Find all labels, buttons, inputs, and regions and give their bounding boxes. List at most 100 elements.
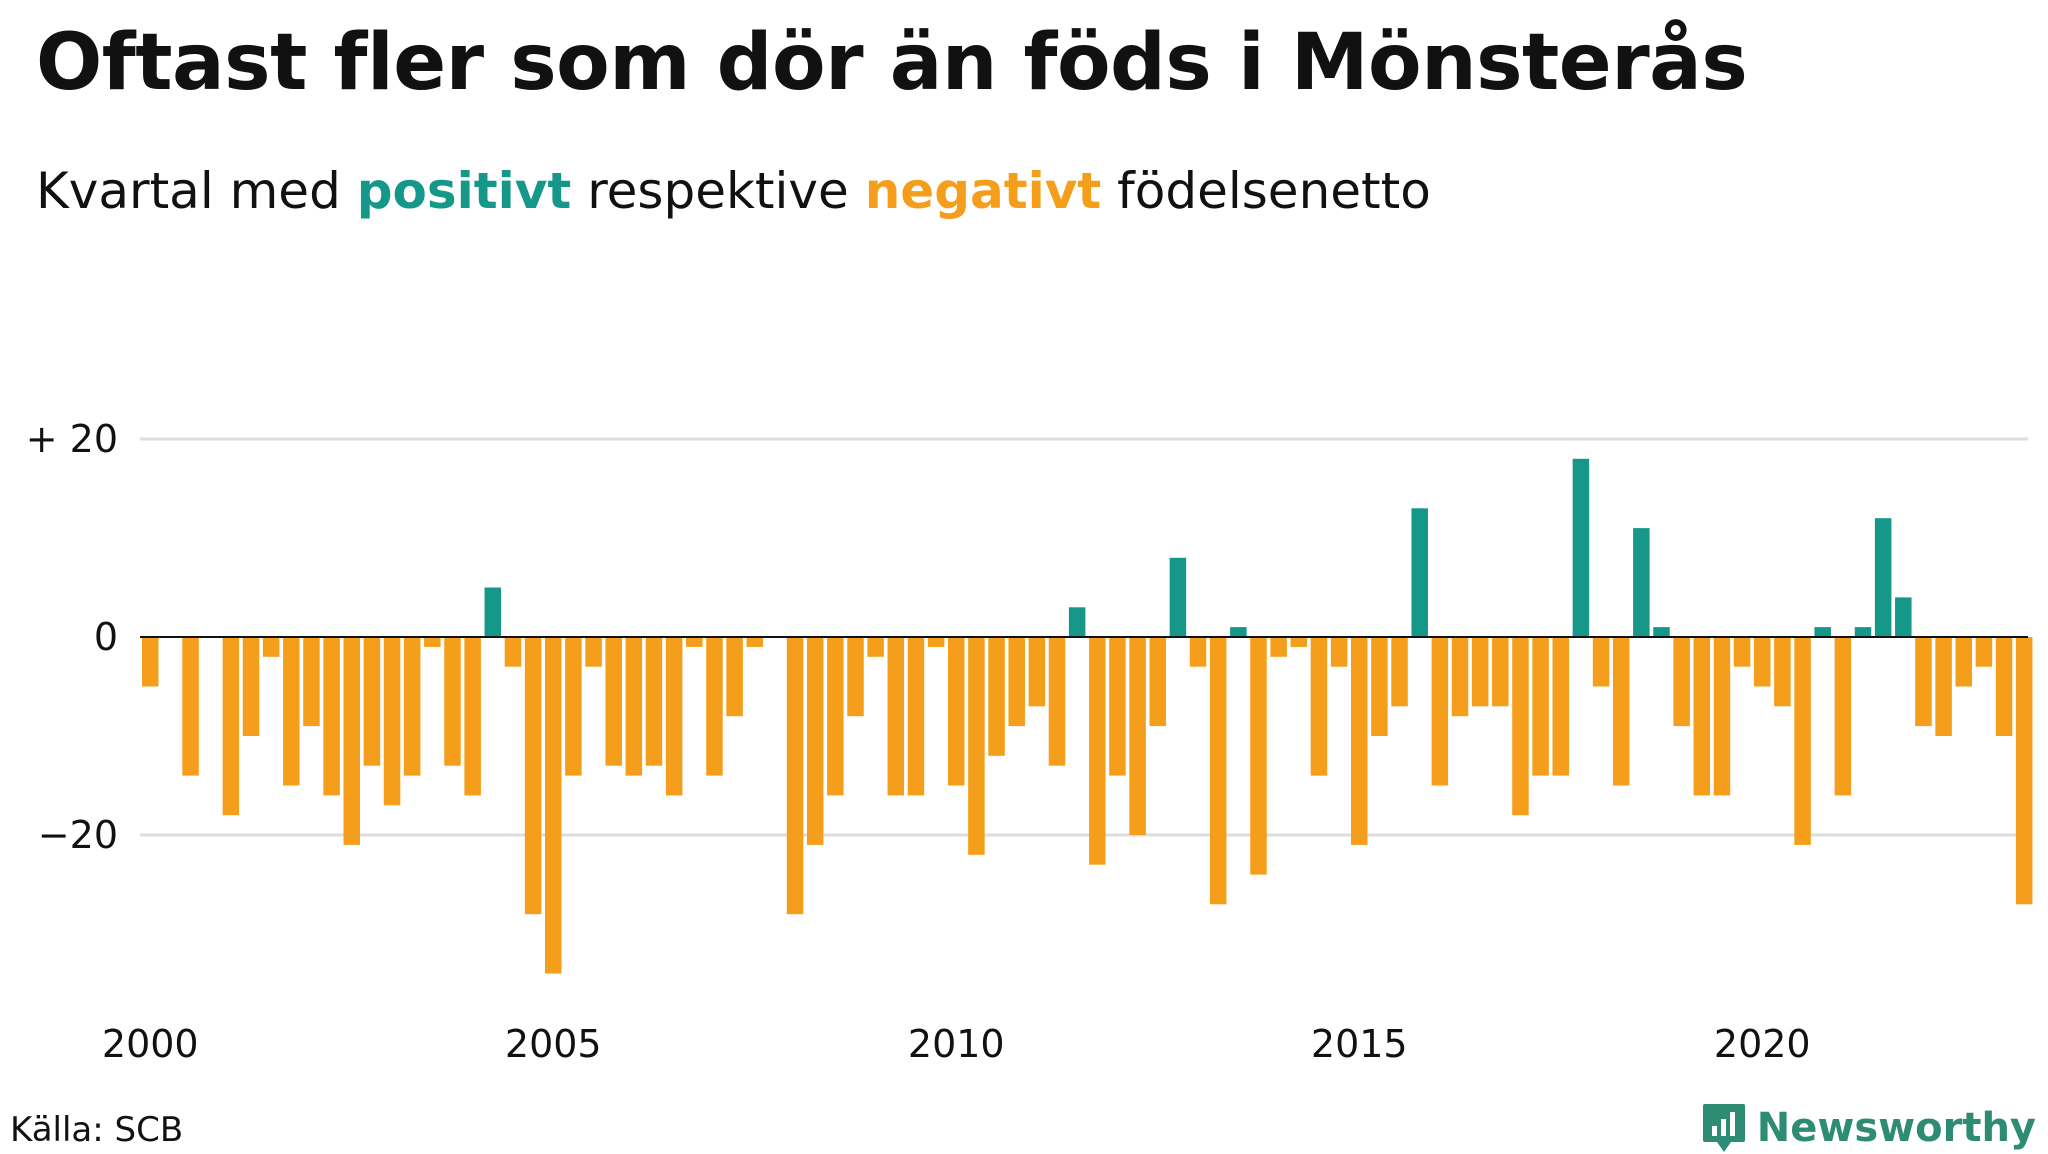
bar-negative: [444, 637, 461, 766]
bar-negative: [1089, 637, 1106, 865]
bar-negative: [1471, 637, 1489, 707]
subtitle-suffix: födelsenetto: [1117, 162, 1431, 220]
bar-positive: [1874, 518, 1892, 637]
bar-negative: [1310, 637, 1328, 776]
bar-negative: [1270, 637, 1287, 657]
bar-negative: [706, 637, 723, 776]
bar-positive: [1653, 627, 1670, 637]
bar-positive: [1633, 528, 1650, 637]
y-tick-labels: + 20 0 −20: [26, 417, 118, 857]
y-tick-label: 0: [94, 615, 118, 659]
bar-negative: [1109, 637, 1126, 776]
bar-negative: [847, 637, 864, 717]
bar-negative: [1492, 637, 1509, 707]
bar-positive: [1230, 627, 1247, 637]
grid-layer: [140, 437, 2028, 837]
subtitle-positive: positivt: [356, 162, 572, 220]
bar-negative: [363, 637, 381, 766]
bar-negative: [403, 637, 421, 776]
bar-negative: [1351, 637, 1368, 845]
bar-negative: [545, 637, 562, 974]
bar-negative: [1391, 637, 1408, 707]
bar-negative: [383, 637, 401, 806]
y-tick-label: −20: [38, 813, 118, 857]
bar-negative: [907, 637, 925, 796]
bar-negative: [1209, 637, 1227, 905]
bar-positive: [1411, 508, 1428, 637]
bar-negative: [262, 637, 280, 657]
bar-negative: [1008, 637, 1025, 727]
bar-negative: [1250, 637, 1267, 875]
bar-negative: [1834, 637, 1852, 796]
bar-positive: [1068, 607, 1086, 637]
bar-negative: [1935, 637, 1952, 736]
bar-negative: [1330, 637, 1348, 667]
bar-negative: [343, 637, 360, 845]
bar-positive: [1854, 627, 1872, 637]
x-tick-label: 2000: [102, 1022, 199, 1066]
bar-negative: [1431, 637, 1449, 786]
bar-negative: [1794, 637, 1811, 845]
bar-negative: [988, 637, 1005, 756]
bar-negative: [504, 637, 522, 667]
bar-negative: [1733, 637, 1751, 667]
bar-negative: [625, 637, 643, 776]
bar-negative: [2015, 637, 2033, 905]
bar-negative: [968, 637, 985, 855]
bar-negative: [283, 637, 300, 786]
bar-negative: [1371, 637, 1388, 736]
bar-negative: [1995, 637, 2013, 736]
bar-negative: [182, 637, 199, 776]
bar-negative: [424, 637, 441, 647]
bar-negative: [1975, 637, 1993, 667]
bar-negative: [1915, 637, 1932, 727]
x-tick-label: 2020: [1714, 1022, 1811, 1066]
bar-negative: [786, 637, 804, 915]
bar-negative: [1512, 637, 1529, 816]
bar-negative: [948, 637, 965, 786]
bar-negative: [1290, 637, 1308, 647]
bar-negative: [746, 637, 763, 647]
bar-negative: [1532, 637, 1549, 776]
bar-negative: [1028, 637, 1046, 707]
bar-negative: [1612, 637, 1630, 786]
bar-negative: [323, 637, 340, 796]
bar-positive: [1895, 597, 1912, 637]
bar-positive: [1572, 458, 1590, 637]
subtitle-middle: respektive: [587, 162, 849, 220]
bar-negative: [605, 637, 622, 766]
bar-negative: [585, 637, 602, 667]
bar-negative: [1189, 637, 1207, 667]
x-tick-label: 2005: [505, 1022, 602, 1066]
bar-negative: [1592, 637, 1610, 687]
y-tick-label: + 20: [26, 417, 118, 461]
bar-negative: [524, 637, 542, 915]
bar-negative: [1774, 637, 1791, 707]
bar-negative: [887, 637, 905, 796]
bar-negative: [1713, 637, 1731, 796]
bar-negative: [565, 637, 582, 776]
bar-layer: [142, 458, 2033, 974]
bar-negative: [726, 637, 743, 717]
bar-negative: [1451, 637, 1469, 717]
bar-negative: [142, 637, 159, 687]
bar-negative: [1048, 637, 1066, 766]
bar-negative: [686, 637, 703, 647]
bar-positive: [484, 587, 502, 637]
bar-negative: [806, 637, 824, 845]
bar-negative: [222, 637, 240, 816]
newsworthy-logo-icon: [1702, 1104, 1745, 1152]
bar-negative: [1129, 637, 1146, 835]
bar-positive: [1814, 627, 1831, 637]
bar-negative: [645, 637, 663, 766]
bar-negative: [303, 637, 320, 727]
source-label: Källa: SCB: [10, 1110, 184, 1150]
bar-negative: [1693, 637, 1711, 796]
bar-negative: [827, 637, 844, 796]
x-tick-labels: 2000 2005 2010 2015 2020: [102, 1022, 1811, 1066]
bar-negative: [1955, 637, 1972, 687]
bar-negative: [927, 637, 945, 647]
x-tick-label: 2010: [908, 1022, 1005, 1066]
x-tick-label: 2015: [1311, 1022, 1408, 1066]
subtitle-prefix: Kvartal med: [36, 162, 341, 220]
